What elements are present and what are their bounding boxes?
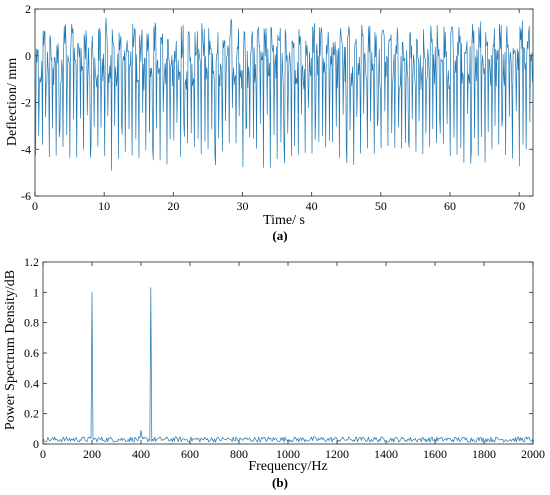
plot-frame [42,261,534,445]
x-tick-label: 0 [32,199,38,213]
panel-label-a: (a) [272,228,287,243]
x-tick-label: 70 [513,199,525,213]
plot-frame [34,8,534,197]
y-tick-label: -6 [21,189,31,203]
y-tick-label: -4 [21,142,31,156]
time-series-chart: -6 -4 -2 0 2 0 10 20 30 40 50 60 70 Time/ s Deflect… [5,2,534,243]
psd-series-line [42,287,534,443]
x-tick-label: 1600 [423,447,447,461]
x-axis-label: Time/ s [263,213,305,228]
x-tick-label: 10 [98,199,110,213]
deflection-series-line [34,17,533,171]
x-tick-label: 60 [444,199,456,213]
x-ticks: 0 10 20 30 40 50 60 70 [32,9,525,213]
x-ticks: 0 200 400 600 800 1000 1200 1400 1600 1800 2000 [40,262,545,461]
y-tick-label: 1.2 [24,255,39,269]
y-tick-label: 0.8 [24,316,39,330]
x-tick-label: 2000 [521,447,545,461]
x-tick-label: 1800 [472,447,496,461]
x-axis-label: Frequency/Hz [248,459,327,474]
x-tick-label: 50 [375,199,387,213]
y-tick-label: 0 [33,437,39,451]
x-tick-label: 800 [230,447,248,461]
y-tick-label: 0 [25,49,31,63]
y-axis-label: Deflection/ mm [5,58,20,146]
x-tick-label: 200 [83,447,101,461]
x-tick-label: 40 [306,199,318,213]
x-tick-label: 1400 [374,447,398,461]
y-tick-label: 2 [25,2,31,16]
panel-label-b: (b) [272,475,288,490]
y-tick-label: 0.2 [24,407,39,421]
x-tick-label: 1000 [276,447,300,461]
x-tick-label: 30 [237,199,249,213]
x-tick-label: 600 [181,447,199,461]
x-tick-label: 0 [40,447,46,461]
x-tick-label: 20 [167,199,179,213]
spectrum-chart: 0 0.2 0.4 0.6 0.8 1 1.2 0 200 400 600 800 1000 1200 1… [3,255,545,490]
y-tick-label: 0.4 [24,376,39,390]
y-tick-label: 0.6 [24,346,39,360]
y-ticks: 0 0.2 0.4 0.6 0.8 1 1.2 [24,255,533,451]
x-tick-label: 1200 [325,447,349,461]
x-tick-label: 400 [132,447,150,461]
y-tick-label: -2 [21,96,31,110]
y-tick-label: 1 [33,285,39,299]
y-axis-label: Power Spectrum Density/dB [3,270,18,430]
